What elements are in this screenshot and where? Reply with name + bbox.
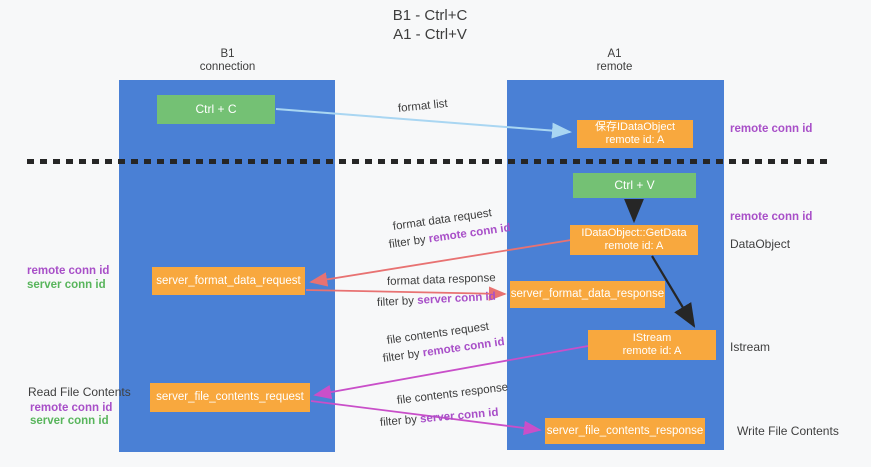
left-read-file-contents-label: Read File Contents	[28, 385, 131, 399]
box-server-file-contents-request-label: server_file_contents_request	[156, 391, 304, 403]
box-server-file-contents-response-label: server_file_contents_response	[546, 424, 704, 437]
box-istream: IStream remote id: A	[588, 330, 716, 360]
box-getdata-title: IDataObject::GetData	[581, 227, 687, 239]
box-ctrl-v-label: Ctrl + V	[614, 178, 655, 192]
label-filter-by-server-conn-id-2: filter by server conn id	[379, 407, 498, 429]
label-format-list: format list	[397, 97, 449, 115]
label-format-data-response: format data response	[386, 272, 496, 288]
box-ctrl-c-label: Ctrl + C	[195, 102, 237, 116]
box-server-file-contents-response: server_file_contents_response	[545, 418, 705, 444]
right-write-file-contents-label: Write File Contents	[737, 424, 839, 438]
right-istream-label: Istream	[730, 340, 771, 354]
label-filter-by-server-conn-id-1: filter by server conn id	[377, 291, 496, 309]
box-getdata-remote-id: remote id: A	[604, 240, 664, 252]
left-remote-conn-id-2: remote conn id	[30, 402, 113, 414]
filter-by-prefix: filter by	[379, 413, 421, 429]
box-ctrl-v: Ctrl + V	[573, 173, 696, 198]
box-server-format-data-response: server_format_data_response	[510, 281, 665, 308]
box-istream-remote-id: remote id: A	[622, 345, 682, 357]
box-server-format-data-request: server_format_data_request	[152, 267, 305, 295]
lane-b1-name: B1	[220, 48, 235, 60]
title-line-2: A1 - Ctrl+V	[393, 26, 467, 43]
box-save-idataobject-title: 保存IDataObject	[594, 121, 676, 133]
right-dataobject-label: DataObject	[730, 237, 791, 251]
box-server-file-contents-request: server_file_contents_request	[150, 383, 310, 412]
left-server-conn-id-2: server conn id	[30, 415, 109, 427]
box-istream-title: IStream	[632, 332, 672, 344]
filter-by-prefix: filter by	[388, 233, 430, 251]
left-remote-conn-id-1: remote conn id	[27, 265, 110, 277]
box-server-format-data-response-label: server_format_data_response	[510, 288, 665, 300]
right-remote-conn-id-2: remote conn id	[730, 211, 813, 223]
box-save-idataobject-remote-id: remote id: A	[605, 134, 665, 146]
box-server-format-data-request-label: server_format_data_request	[156, 274, 301, 287]
lane-a1-role: remote	[596, 61, 633, 73]
right-remote-conn-id-1: remote conn id	[730, 123, 813, 135]
label-file-contents-response: file contents response	[396, 381, 509, 407]
lane-header-a1: A1 remote	[506, 48, 723, 74]
box-ctrl-c: Ctrl + C	[157, 95, 275, 124]
left-server-conn-id-1: server conn id	[27, 279, 106, 291]
filter-by-prefix: filter by	[382, 347, 424, 365]
server-conn-id-text: server conn id	[419, 406, 499, 426]
lane-b1-role: connection	[199, 61, 256, 73]
session-divider-line	[27, 159, 833, 164]
lane-a1-name: A1	[607, 48, 622, 60]
lane-header-b1: B1 connection	[119, 48, 336, 74]
server-conn-id-text: server conn id	[416, 290, 497, 307]
diagram-title: B1 - Ctrl+C A1 - Ctrl+V	[300, 6, 560, 44]
box-save-idataobject: 保存IDataObject remote id: A	[577, 120, 693, 148]
box-idataobject-getdata: IDataObject::GetData remote id: A	[570, 225, 698, 255]
filter-by-prefix: filter by	[376, 294, 418, 309]
title-line-1: B1 - Ctrl+C	[392, 7, 468, 24]
